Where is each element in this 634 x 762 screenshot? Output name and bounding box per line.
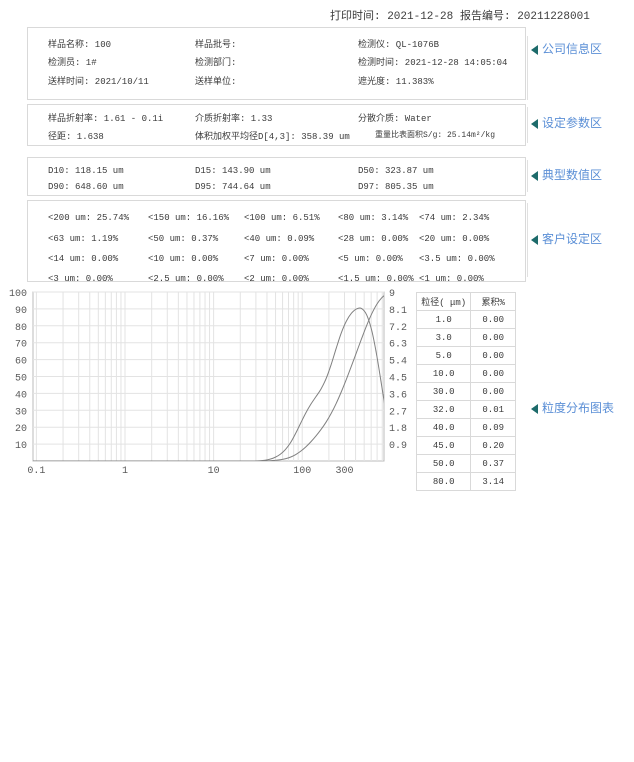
svg-text:3.6: 3.6: [389, 390, 407, 401]
svg-text:100: 100: [293, 466, 311, 477]
svg-text:6.3: 6.3: [389, 340, 407, 351]
svg-text:5.4: 5.4: [389, 357, 407, 368]
svg-text:20: 20: [15, 424, 27, 435]
svg-text:50: 50: [15, 374, 27, 385]
svg-text:70: 70: [15, 340, 27, 351]
svg-text:10: 10: [208, 466, 220, 477]
svg-text:40: 40: [15, 390, 27, 401]
svg-text:8.1: 8.1: [389, 306, 407, 317]
svg-text:60: 60: [15, 357, 27, 368]
svg-text:100: 100: [9, 289, 27, 300]
svg-text:1: 1: [122, 466, 128, 477]
svg-text:30: 30: [15, 407, 27, 418]
svg-text:300: 300: [335, 466, 353, 477]
svg-text:7.2: 7.2: [389, 323, 407, 334]
svg-text:1.8: 1.8: [389, 424, 407, 435]
svg-text:4.5: 4.5: [389, 374, 407, 385]
svg-text:2.7: 2.7: [389, 407, 407, 418]
svg-text:10: 10: [15, 441, 27, 452]
svg-text:0.1: 0.1: [27, 466, 45, 477]
svg-text:9: 9: [389, 289, 395, 300]
svg-text:90: 90: [15, 306, 27, 317]
svg-text:0.9: 0.9: [389, 441, 407, 452]
svg-text:80: 80: [15, 323, 27, 334]
